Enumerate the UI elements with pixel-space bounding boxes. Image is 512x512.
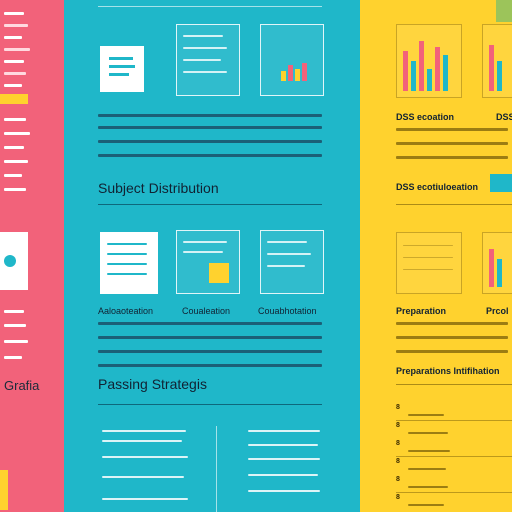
preparation-label: Preparation (396, 306, 447, 316)
bar-chart-thumbnail-4[interactable] (482, 232, 512, 294)
doc-thumbnail-4[interactable] (176, 230, 240, 294)
preparations-label: Preparations Intifihation (396, 366, 500, 376)
dss-label-right: DSS (496, 112, 512, 122)
left-pink-panel: Grafia (0, 0, 64, 512)
dss-label-2: DSS ecotiuloeation (396, 182, 479, 192)
subject-distribution-heading: Subject Distribution (98, 180, 219, 196)
doc-thumbnail-5[interactable] (260, 230, 324, 294)
doc-thumbnail-2[interactable] (176, 24, 240, 96)
dss-label: DSS ecoation (396, 112, 455, 122)
col-label-2: Coualeation (182, 306, 231, 316)
bar-chart-thumbnail-1[interactable] (396, 24, 462, 98)
bar-chart-thumbnail-2[interactable] (482, 24, 512, 98)
bar-chart-thumbnail-3[interactable] (396, 232, 462, 294)
pink-accent-yellow (0, 94, 28, 104)
passing-strategies-heading: Passing Strategis (98, 376, 207, 392)
yellow-cyan-tab[interactable] (490, 174, 512, 192)
col-label-1: Aaloaoteation (98, 306, 154, 316)
chart-thumbnail[interactable] (260, 24, 324, 96)
col-label-3: Couabhotation (258, 306, 317, 316)
pink-thumbnail[interactable] (0, 232, 28, 290)
right-yellow-panel: DSS ecoation DSS DSS ecotiuloeation Prep… (360, 0, 512, 512)
pink-label: Grafia (4, 378, 40, 393)
center-cyan-panel: Subject Distribution Aaloaoteation Coual… (64, 0, 360, 512)
doc-thumbnail-1[interactable] (100, 46, 144, 92)
highlight-block (209, 263, 229, 283)
doc-thumbnail-3[interactable] (100, 232, 158, 294)
thumbnail-circle-icon (4, 255, 16, 267)
yellow-top-accent (496, 0, 512, 22)
preparation-label-right: Prcol (486, 306, 509, 316)
pink-accent-bottom (0, 470, 8, 510)
